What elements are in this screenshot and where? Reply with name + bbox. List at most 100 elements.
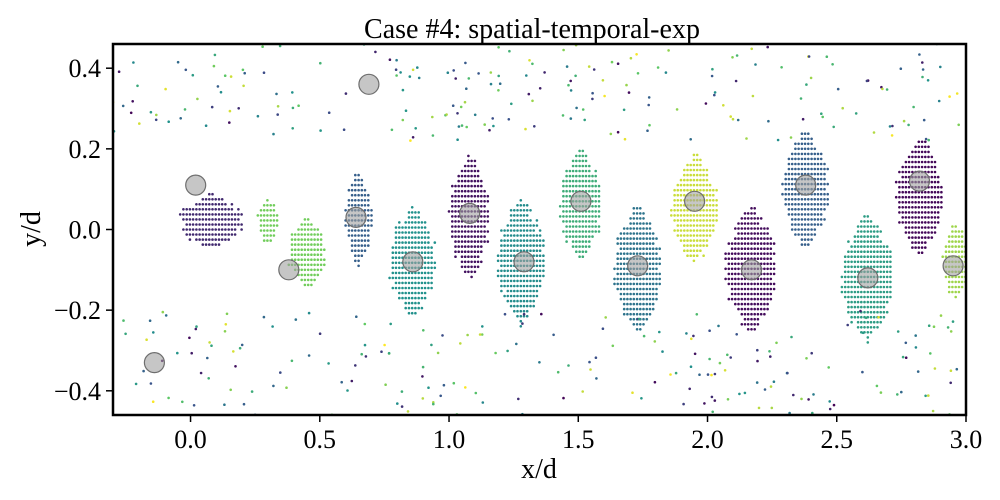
data-point	[930, 231, 934, 234]
data-point	[185, 233, 188, 236]
data-point	[683, 239, 686, 242]
data-point	[787, 187, 791, 191]
data-point	[853, 265, 857, 269]
data-point	[360, 183, 364, 187]
data-point	[176, 60, 180, 64]
data-point	[188, 208, 192, 211]
data-point	[936, 190, 940, 194]
data-point	[357, 264, 360, 268]
data-point	[513, 214, 516, 217]
data-point	[639, 297, 642, 301]
data-point	[571, 245, 575, 248]
data-point	[404, 246, 408, 249]
data-point	[933, 211, 937, 214]
data-point	[635, 287, 639, 291]
data-point	[626, 272, 629, 276]
data-point	[904, 201, 908, 204]
data-point	[936, 201, 940, 204]
data-point	[394, 251, 398, 254]
data-point	[655, 292, 658, 296]
data-point	[954, 290, 957, 294]
data-point	[423, 286, 427, 290]
data-point	[635, 323, 639, 326]
data-point	[810, 228, 813, 231]
data-point	[907, 123, 910, 127]
data-point	[454, 225, 457, 228]
data-point	[876, 250, 879, 253]
data-point	[626, 302, 629, 306]
data-point	[676, 204, 680, 207]
data-point	[407, 211, 411, 214]
data-point	[723, 369, 727, 372]
data-point	[470, 169, 473, 173]
data-point	[516, 244, 519, 247]
data-point	[476, 169, 480, 173]
data-point	[753, 252, 756, 255]
data-point	[930, 180, 934, 184]
data-point	[784, 182, 787, 186]
data-point	[809, 76, 813, 80]
data-point	[394, 246, 398, 249]
data-point	[914, 201, 917, 204]
data-point	[208, 223, 211, 226]
data-point	[889, 250, 892, 253]
data-point	[272, 132, 275, 136]
data-point	[816, 182, 820, 186]
data-point	[766, 227, 769, 230]
data-point	[454, 200, 457, 203]
data-point	[394, 241, 398, 244]
data-point	[217, 213, 221, 216]
data-point	[272, 384, 275, 388]
data-point	[532, 239, 535, 242]
data-point	[269, 219, 273, 222]
data-point	[463, 225, 467, 228]
data-point	[460, 245, 464, 248]
data-point	[591, 215, 594, 218]
data-point	[889, 285, 892, 289]
data-point	[705, 188, 709, 192]
data-point	[917, 195, 921, 199]
data-point	[575, 240, 578, 243]
data-point	[914, 150, 917, 154]
data-point	[807, 213, 810, 216]
data-point	[185, 228, 188, 231]
data-point	[673, 214, 676, 217]
data-point	[129, 111, 133, 115]
data-point	[803, 243, 807, 246]
data-point	[653, 340, 657, 343]
data-point	[819, 208, 823, 211]
data-point	[635, 207, 639, 210]
data-point	[708, 329, 711, 333]
data-point	[519, 299, 523, 303]
data-point	[562, 230, 565, 233]
data-point	[420, 251, 424, 254]
data-point	[679, 193, 683, 197]
data-point	[746, 242, 750, 245]
data-point	[575, 179, 578, 183]
data-point	[535, 249, 539, 252]
data-point	[243, 71, 246, 75]
data-point	[948, 95, 951, 98]
data-point	[516, 204, 519, 207]
data-point	[142, 369, 145, 373]
data-point	[565, 189, 568, 193]
data-point	[588, 179, 591, 183]
data-point	[882, 245, 886, 248]
data-point	[876, 300, 879, 304]
data-point	[933, 175, 937, 179]
data-point	[238, 346, 242, 350]
data-point	[727, 242, 731, 245]
data-point	[430, 261, 433, 265]
data-point	[138, 122, 141, 125]
data-point	[766, 247, 769, 250]
data-point	[813, 192, 817, 196]
data-point	[869, 326, 873, 329]
data-point	[882, 255, 886, 258]
data-point	[601, 79, 605, 82]
data-point	[737, 302, 740, 306]
data-point	[616, 252, 619, 255]
data-point	[708, 204, 712, 207]
data-point	[856, 250, 860, 253]
data-point	[797, 213, 800, 216]
data-point	[367, 219, 370, 222]
